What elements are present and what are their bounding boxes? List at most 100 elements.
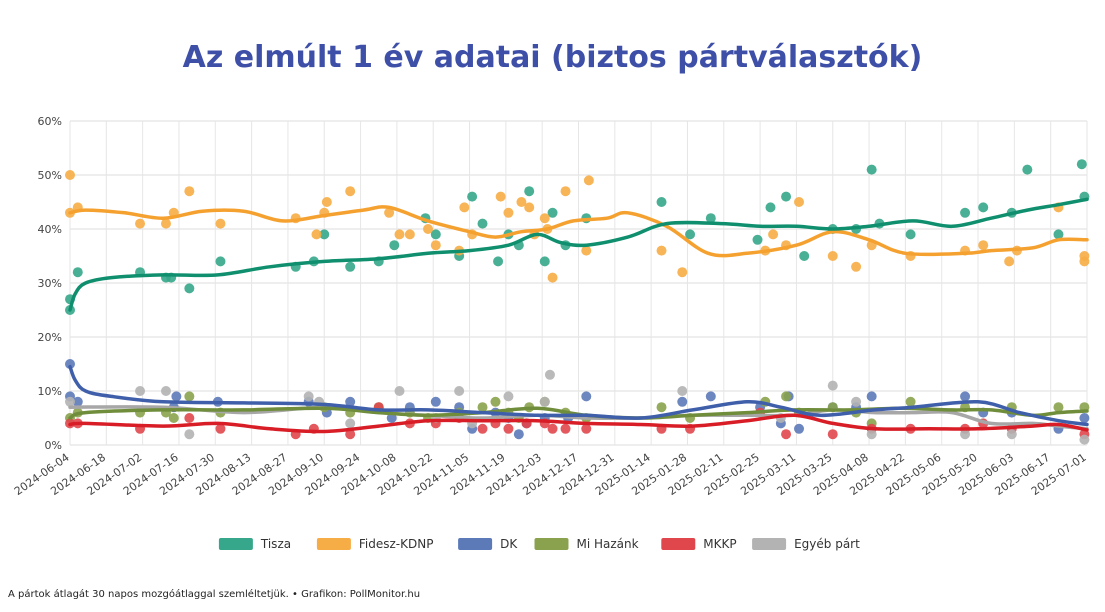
poll-point xyxy=(560,423,571,434)
poll-point xyxy=(781,391,792,402)
poll-point xyxy=(547,272,558,283)
poll-point xyxy=(503,391,514,402)
poll-point xyxy=(516,197,527,207)
poll-point xyxy=(547,207,558,218)
poll-point xyxy=(184,283,195,294)
poll-point xyxy=(539,213,550,224)
poll-point xyxy=(345,418,356,429)
y-tick-label: 40% xyxy=(38,223,62,236)
poll-point xyxy=(581,391,592,402)
legend-swatch xyxy=(661,538,696,550)
poll-point xyxy=(705,391,716,402)
poll-point xyxy=(423,224,434,234)
poll-point xyxy=(1079,413,1090,423)
trend-line-dk xyxy=(68,364,1089,427)
poll-point xyxy=(1022,164,1033,175)
poll-point xyxy=(656,245,667,256)
poll-point xyxy=(467,191,478,202)
poll-point xyxy=(184,429,195,440)
trend-line-fidesz-kdnp xyxy=(68,205,1089,258)
poll-point xyxy=(581,245,592,256)
poll-point xyxy=(1076,159,1087,170)
grid xyxy=(69,120,1088,446)
legend-item[interactable]: Mi Hazánk xyxy=(534,537,639,551)
poll-point xyxy=(345,261,356,272)
poll-point xyxy=(215,218,226,229)
poll-point xyxy=(345,429,356,440)
legend-item[interactable]: Fidesz-KDNP xyxy=(316,537,434,551)
poll-point xyxy=(135,218,146,229)
legend-label: Egyéb párt xyxy=(794,537,860,551)
trend-line-tisza xyxy=(68,197,1089,312)
poll-point xyxy=(490,396,501,407)
poll-point xyxy=(827,251,838,261)
poll-point xyxy=(184,391,195,402)
y-tick-label: 30% xyxy=(38,277,62,290)
trend-lines xyxy=(68,197,1089,434)
y-axis: 0% 10% 20% 30% 40% 50% 60% xyxy=(38,115,62,452)
footer-note: A pártok átlagát 30 napos mozgóátlaggal … xyxy=(8,589,421,600)
poll-point xyxy=(827,429,838,440)
chart-title: Az elmúlt 1 év adatai (biztos pártválasz… xyxy=(182,40,923,75)
poll-point xyxy=(960,207,971,218)
poll-point xyxy=(171,391,182,402)
poll-point xyxy=(781,429,792,440)
poll-point xyxy=(477,218,488,229)
poll-point xyxy=(394,386,405,396)
poll-point xyxy=(1004,256,1015,267)
legend-item[interactable]: Egyéb párt xyxy=(752,537,860,551)
poll-point xyxy=(851,261,862,272)
poll-point xyxy=(524,202,535,213)
legend-swatch xyxy=(218,538,253,550)
poll-point xyxy=(1079,434,1090,445)
poll-point xyxy=(493,256,504,267)
poll-point xyxy=(65,396,75,407)
poll-point xyxy=(404,229,415,240)
poll-point xyxy=(430,229,441,240)
poll-point xyxy=(319,229,330,240)
poll-point xyxy=(430,240,441,251)
poll-point xyxy=(160,218,171,229)
legend-swatch xyxy=(534,538,569,550)
poll-point xyxy=(752,234,763,245)
poll-point xyxy=(851,396,862,407)
poll-point xyxy=(394,229,405,240)
poll-point xyxy=(65,359,75,369)
poll-point xyxy=(866,391,877,402)
legend-swatch xyxy=(458,538,493,550)
poll-point xyxy=(799,251,810,261)
poll-point xyxy=(384,207,395,218)
poll-point xyxy=(866,429,877,440)
poll-point xyxy=(345,396,356,407)
poll-point xyxy=(72,396,83,407)
poll-point xyxy=(560,186,571,197)
poll-point xyxy=(960,429,971,440)
poll-point xyxy=(827,380,838,391)
legend-label: MKKP xyxy=(703,537,736,551)
legend-swatch xyxy=(752,538,787,550)
poll-point xyxy=(184,413,195,423)
legend-item[interactable]: MKKP xyxy=(661,537,737,551)
poll-point xyxy=(168,413,179,423)
legend: Tisza Fidesz-KDNP DK Mi Hazánk MKKP Egyéb pár… xyxy=(218,537,860,551)
legend-item[interactable]: Tisza xyxy=(218,537,291,551)
y-tick-label: 10% xyxy=(38,385,62,398)
poll-point xyxy=(765,202,776,213)
poll-point xyxy=(135,386,146,396)
poll-point xyxy=(321,197,332,207)
poll-point xyxy=(215,423,226,434)
poll-point xyxy=(677,386,688,396)
poll-point xyxy=(685,229,696,240)
poll-point xyxy=(544,369,555,380)
legend-item[interactable]: DK xyxy=(458,537,518,551)
poll-point xyxy=(656,402,667,413)
poll-point xyxy=(581,423,592,434)
poll-point xyxy=(503,423,514,434)
poll-point xyxy=(430,396,441,407)
poll-point xyxy=(1079,256,1090,267)
poll-point xyxy=(768,229,779,240)
poll-point xyxy=(345,186,356,197)
poll-point xyxy=(781,191,792,202)
poll-point xyxy=(311,229,322,240)
